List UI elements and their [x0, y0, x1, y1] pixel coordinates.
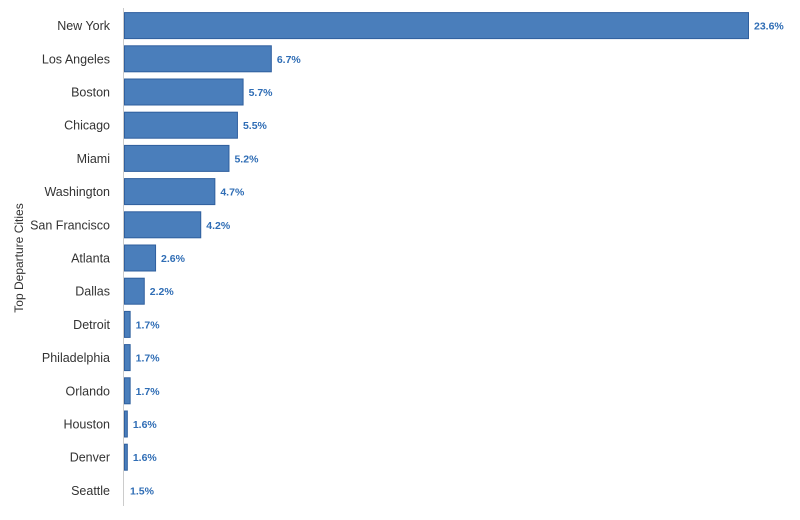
bar-new-york — [124, 12, 749, 40]
category-label-miami: Miami — [77, 152, 110, 166]
bar-orlando — [124, 377, 131, 405]
bar-atlanta — [124, 244, 157, 272]
category-label-washington: Washington — [44, 185, 110, 199]
value-label-orlando: 1.7% — [136, 386, 161, 398]
bar-houston — [124, 410, 128, 438]
value-label-detroit: 1.7% — [136, 319, 161, 331]
category-label-boston: Boston — [71, 86, 110, 100]
value-label-houston: 1.6% — [133, 419, 158, 431]
labels-layer: New York 23.6% Los Angeles 6.7% Boston 5.7% Ch… — [30, 19, 784, 498]
bars-layer — [124, 12, 749, 471]
value-label-chicago: 5.5% — [243, 120, 268, 132]
category-label-dallas: Dallas — [75, 285, 110, 299]
value-label-boston: 5.7% — [249, 87, 274, 99]
bar-dallas — [124, 277, 145, 305]
value-label-washington: 4.7% — [220, 187, 245, 199]
value-label-denver: 1.6% — [133, 452, 158, 464]
value-label-miami: 5.2% — [234, 153, 259, 165]
bar-denver — [124, 443, 128, 471]
bar-boston — [124, 78, 244, 106]
y-axis-title: Top Departure Cities — [12, 203, 26, 312]
value-label-dallas: 2.2% — [150, 286, 175, 298]
bar-philadelphia — [124, 344, 131, 372]
category-label-new-york: New York — [57, 19, 111, 33]
bar-washington — [124, 178, 216, 206]
value-label-new-york: 23.6% — [754, 21, 784, 33]
category-label-orlando: Orlando — [66, 384, 111, 398]
value-label-seattle: 1.5% — [130, 485, 155, 497]
category-label-denver: Denver — [70, 451, 110, 465]
value-label-los-angeles: 6.7% — [277, 54, 302, 66]
category-label-seattle: Seattle — [71, 484, 110, 498]
bar-san-francisco — [124, 211, 202, 239]
bar-los-angeles — [124, 45, 272, 73]
category-label-chicago: Chicago — [64, 119, 110, 133]
category-label-san-francisco: San Francisco — [30, 218, 110, 232]
category-label-houston: Houston — [63, 418, 110, 432]
category-label-los-angeles: Los Angeles — [42, 52, 110, 66]
category-label-detroit: Detroit — [73, 318, 110, 332]
value-label-atlanta: 2.6% — [161, 253, 186, 265]
bar-chicago — [124, 111, 238, 139]
bar-miami — [124, 144, 230, 172]
value-label-philadelphia: 1.7% — [136, 353, 161, 365]
category-label-atlanta: Atlanta — [71, 252, 110, 266]
value-label-san-francisco: 4.2% — [206, 220, 231, 232]
bar-detroit — [124, 310, 131, 338]
category-label-philadelphia: Philadelphia — [42, 351, 110, 365]
